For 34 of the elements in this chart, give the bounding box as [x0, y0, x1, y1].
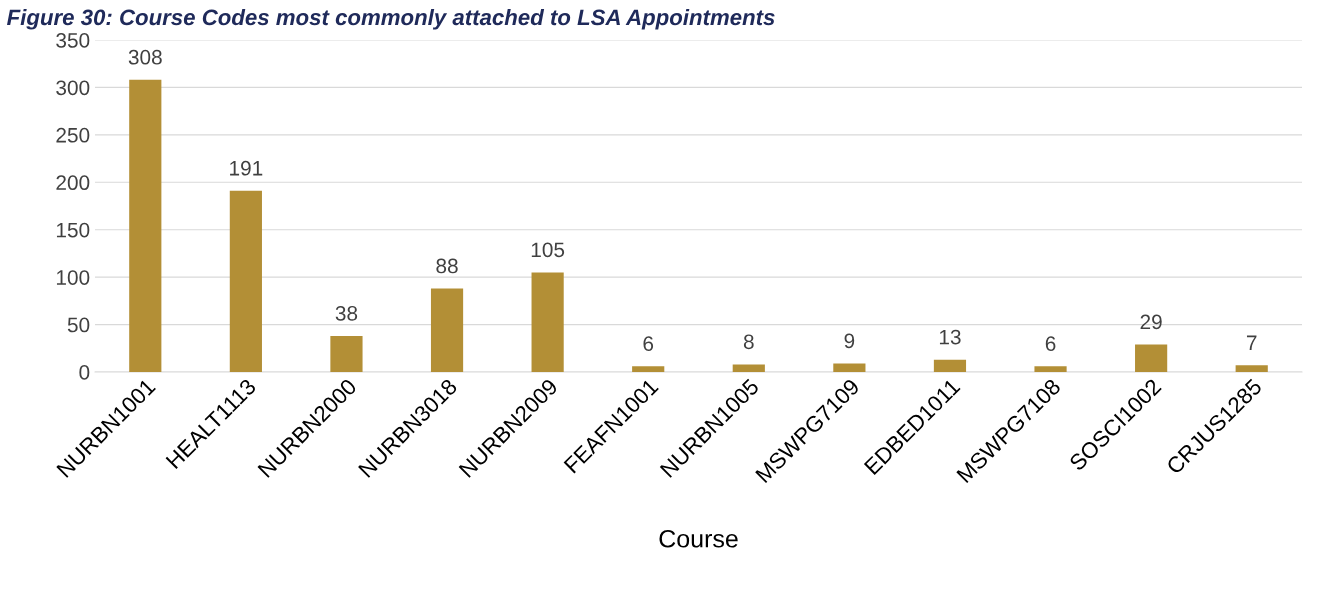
data-label: 8 [743, 334, 754, 350]
bar [330, 335, 363, 372]
data-label: 13 [939, 329, 961, 345]
x-axis-title: Course [659, 529, 738, 548]
y-tick-label: 300 [56, 80, 90, 96]
bar [531, 272, 564, 372]
bar [1235, 365, 1268, 372]
bar [632, 366, 665, 372]
chart-title: Figure 30: Course Codes most commonly attached to LSA Appointments [7, 8, 775, 30]
bar [129, 79, 162, 372]
data-label: 6 [1045, 336, 1056, 352]
bar [1135, 344, 1168, 372]
data-label: 6 [643, 336, 654, 352]
bar [1034, 366, 1067, 372]
y-tick-label: 250 [56, 127, 90, 143]
data-label: 9 [844, 333, 855, 349]
data-label: 88 [436, 258, 458, 274]
data-label: 308 [128, 49, 162, 65]
y-tick-label: 0 [79, 365, 90, 380]
data-label: 29 [1140, 314, 1162, 330]
y-tick-label: 150 [56, 222, 90, 238]
bar [933, 359, 967, 372]
y-tick-label: 100 [56, 270, 90, 285]
bar [732, 364, 765, 372]
data-label: 105 [531, 242, 565, 258]
data-label: 38 [335, 305, 358, 321]
bar [229, 190, 262, 372]
bar [833, 363, 866, 372]
data-label: 7 [1246, 335, 1257, 350]
y-tick-label: 50 [67, 317, 90, 333]
y-tick-label: 350 [56, 33, 90, 48]
y-tick-label: 200 [56, 175, 90, 191]
bar [430, 288, 464, 372]
data-label: 191 [230, 160, 263, 176]
